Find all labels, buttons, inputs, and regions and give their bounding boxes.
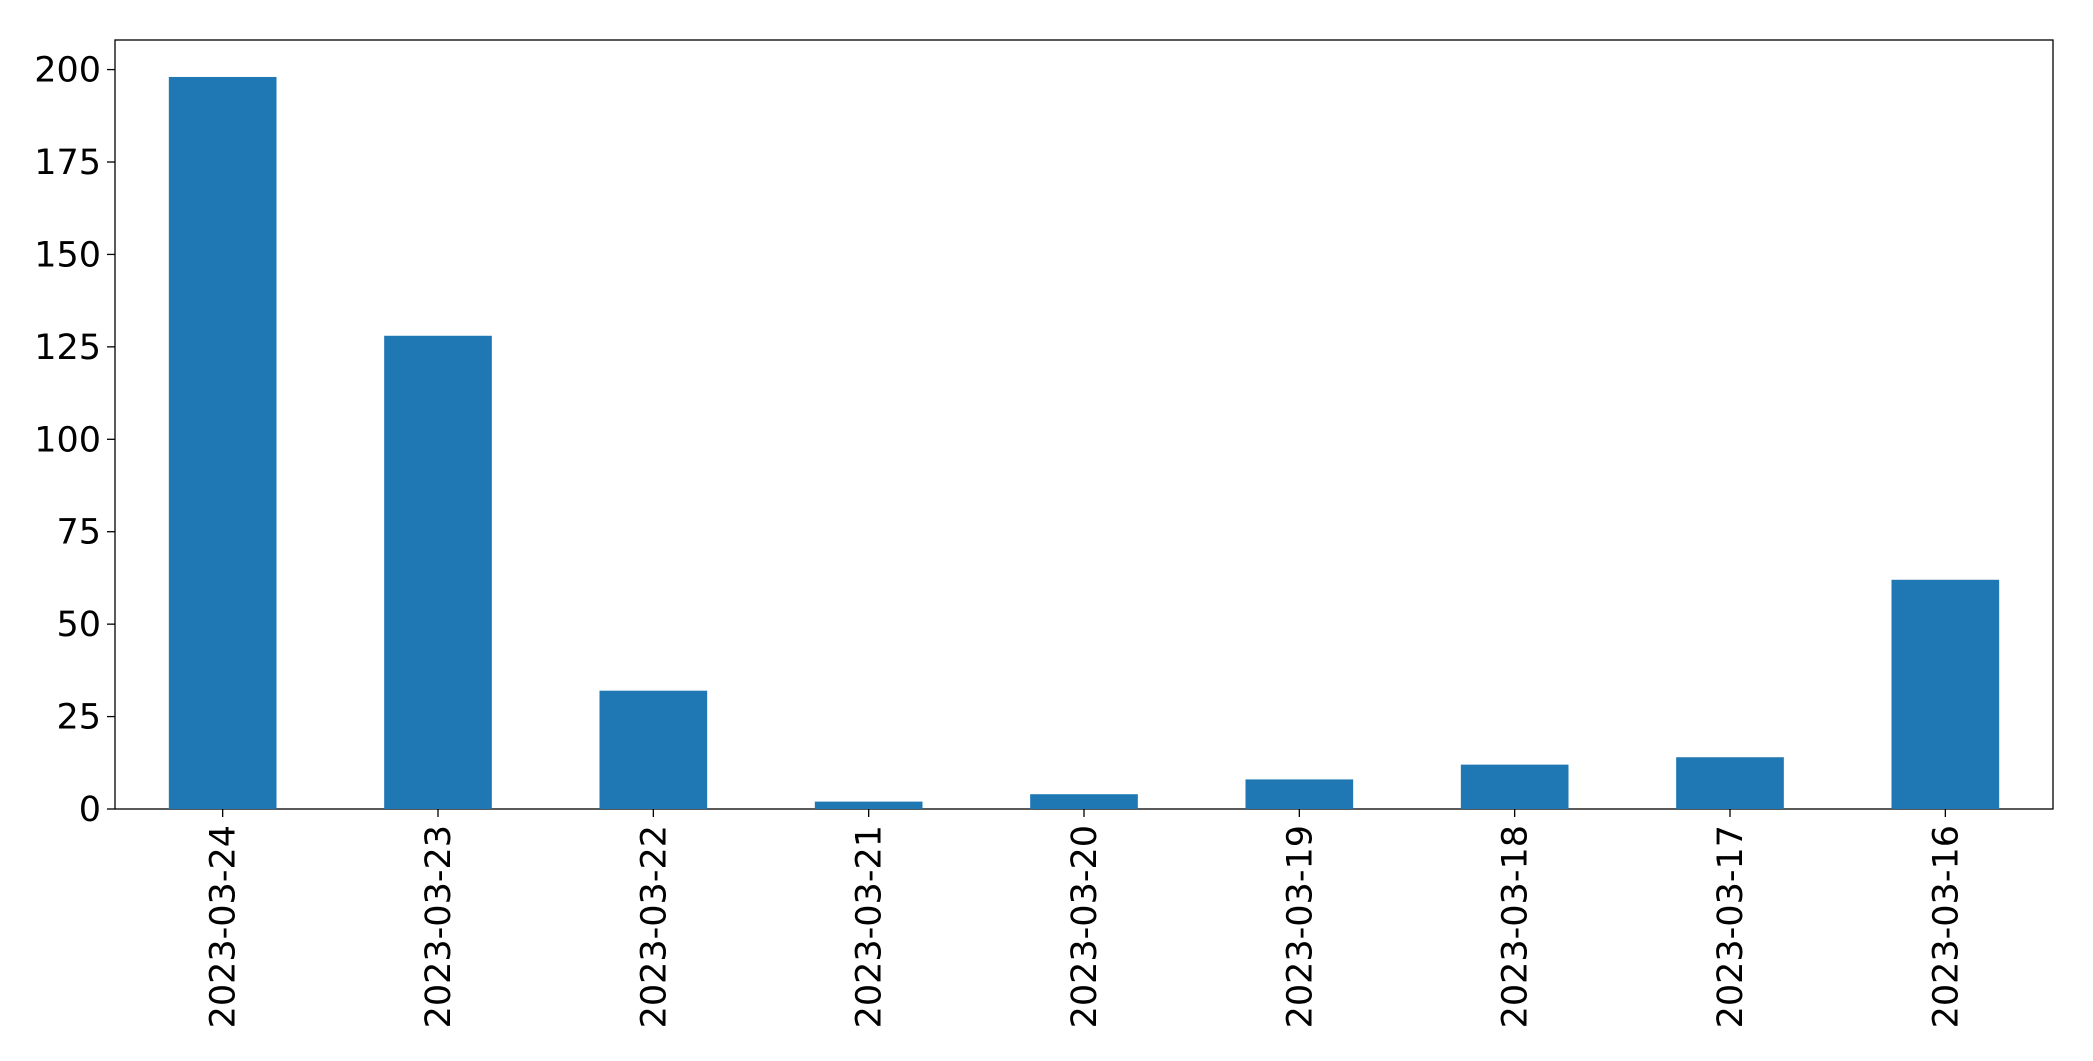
y-tick-label: 75 xyxy=(56,513,101,553)
x-tick-label: 2023-03-19 xyxy=(1280,825,1320,1028)
x-tick-label: 2023-03-16 xyxy=(1926,825,1966,1028)
x-tick-label: 2023-03-17 xyxy=(1711,825,1751,1028)
x-tick-label: 2023-03-23 xyxy=(419,825,459,1028)
x-tick-label: 2023-03-21 xyxy=(850,825,890,1028)
y-tick-label: 100 xyxy=(34,420,101,460)
y-tick-label: 25 xyxy=(56,698,101,738)
y-tick-label: 200 xyxy=(34,51,101,91)
y-tick-label: 125 xyxy=(34,328,101,368)
bar xyxy=(814,801,923,809)
bar xyxy=(168,76,277,810)
x-tick-label: 2023-03-20 xyxy=(1065,825,1105,1028)
bar xyxy=(599,690,708,809)
y-tick-label: 150 xyxy=(34,235,101,275)
bar xyxy=(1676,757,1784,809)
x-tick-label: 2023-03-22 xyxy=(634,825,674,1028)
bar xyxy=(384,335,492,809)
y-tick-label: 175 xyxy=(34,143,101,183)
bar xyxy=(1460,764,1569,809)
x-tick-label: 2023-03-18 xyxy=(1496,825,1536,1028)
y-tick-label: 0 xyxy=(79,790,101,830)
x-tick-label: 2023-03-24 xyxy=(204,825,244,1028)
bar xyxy=(1245,779,1354,809)
bar xyxy=(1891,579,2000,809)
bar xyxy=(1030,794,1138,809)
y-tick-label: 50 xyxy=(56,605,101,645)
